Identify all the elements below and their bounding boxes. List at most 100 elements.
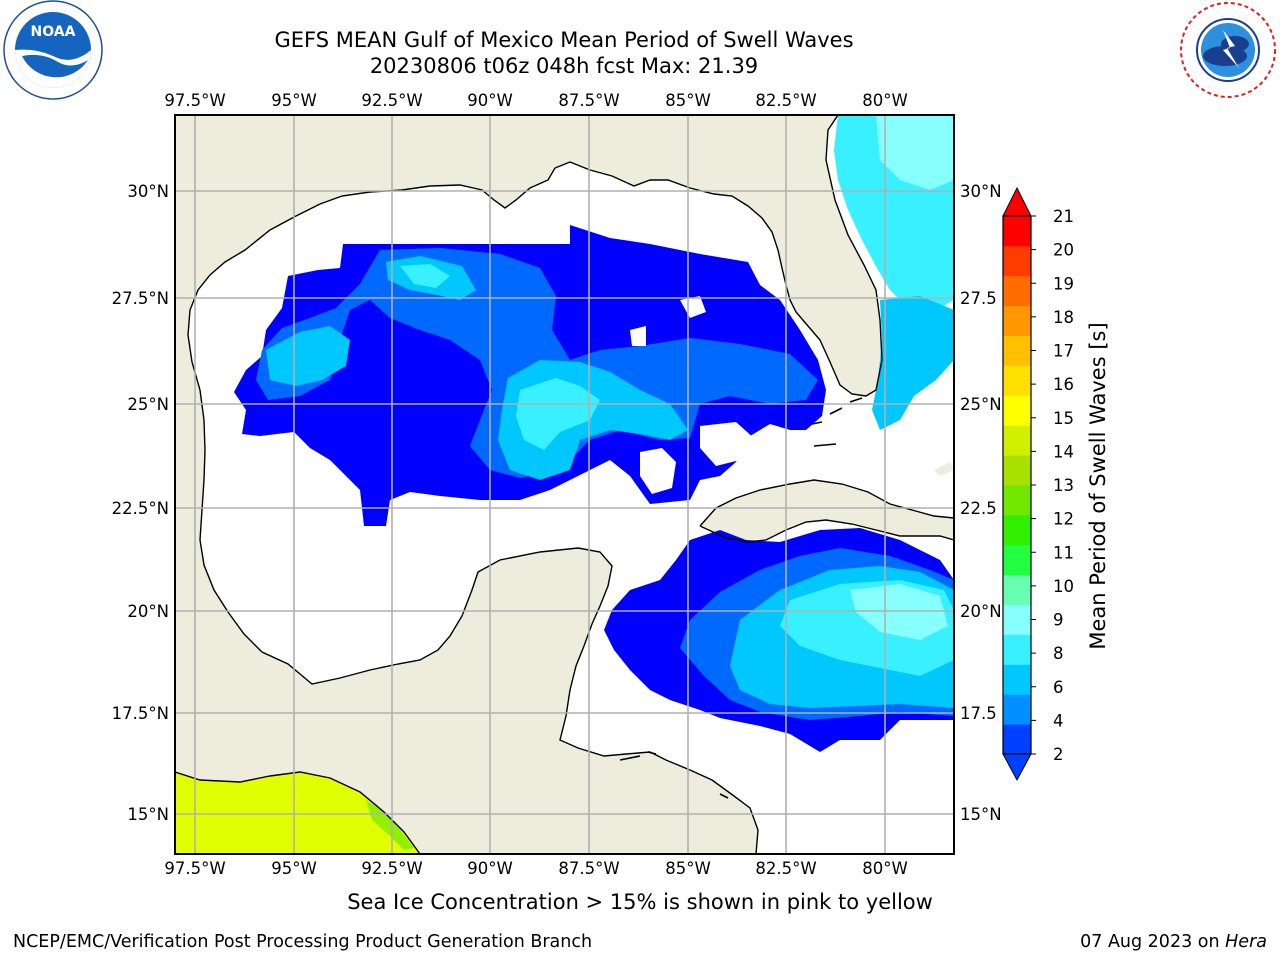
lon-label-bottom: 85°W (665, 859, 711, 878)
colorbar-tick-label: 14 (1053, 442, 1074, 461)
land-north-america (175, 115, 882, 854)
lon-label-bottom: 97.5°W (164, 859, 225, 878)
footer-date: 07 Aug 2023 on Hera (1080, 932, 1267, 952)
colorbar-swatch (1003, 245, 1031, 277)
lat-labels-left: 30°N 27.5°N 25°N 22.5°N 20°N 17.5°N 15°N (112, 182, 169, 824)
lat-label-right: 27.5 (960, 289, 997, 308)
lat-label-right: 25°N (960, 395, 1002, 414)
coastline-cuba (699, 479, 954, 543)
colorbar-swatch (1003, 514, 1031, 546)
colorbar-tick-label: 21 (1053, 207, 1074, 226)
noaa-logo-text: NOAA (31, 24, 76, 40)
colorbar-tick-label: 12 (1053, 510, 1074, 529)
colorbar-swatch (1003, 275, 1031, 307)
lon-label-top: 95°W (271, 91, 317, 110)
lon-label-bottom: 92.5°W (361, 859, 422, 878)
colorbar-tick-label: 4 (1053, 711, 1064, 730)
colorbar-swatch (1003, 664, 1031, 695)
lon-label-bottom: 80°W (862, 859, 908, 878)
colorbar-tick-label: 18 (1053, 308, 1074, 327)
noaa-logo: NOAA (3, 0, 103, 100)
swell-region-caribbean-pale (850, 584, 948, 640)
colorbar-tick-label: 15 (1053, 409, 1074, 428)
colorbar-tick-label: 17 (1053, 342, 1074, 361)
colorbar-swatch (1003, 485, 1031, 516)
lon-label-top: 97.5°W (164, 91, 225, 110)
swell-region-atlantic-pale (876, 115, 954, 190)
colorbar-tick-label: 10 (1053, 577, 1074, 596)
coastline-pacific (175, 771, 421, 854)
colorbar: 21 20 19 18 17 16 15 14 13 12 11 10 9 8 6 4 2 (1002, 186, 1074, 782)
footer-credit: NCEP/EMC/Verification Post Processing Pr… (13, 932, 593, 952)
colorbar-extend-max (1002, 186, 1032, 217)
lat-label-left: 22.5°N (112, 499, 169, 518)
colorbar-tick-label: 11 (1053, 543, 1074, 562)
lat-label-right: 15°N (960, 805, 1002, 824)
colorbar-tick-label: 9 (1053, 611, 1064, 630)
colorbar-tick-label: 6 (1053, 678, 1064, 697)
lat-label-left: 25°N (127, 395, 169, 414)
lon-label-top: 85°W (665, 91, 711, 110)
colorbar-swatch (1003, 395, 1031, 426)
lat-label-right: 17.5 (960, 704, 997, 723)
lon-label-top: 82.5°W (755, 91, 816, 110)
map-canvas (175, 115, 954, 854)
map-frame (174, 114, 955, 855)
footer-host: Hera (1225, 932, 1267, 952)
lon-label-bottom: 90°W (467, 859, 513, 878)
land-bahamas (934, 462, 954, 476)
graticule (175, 115, 954, 854)
lat-label-left: 15°N (127, 805, 169, 824)
colorbar-swatch (1003, 455, 1031, 486)
colorbar-swatch (1003, 604, 1031, 635)
swell-region-gulf-light (266, 256, 688, 480)
swell-gap (630, 296, 756, 494)
footer-date-text: 07 Aug 2023 on (1080, 932, 1226, 952)
lat-label-right: 22.5 (960, 499, 997, 518)
colorbar-tick-label: 20 (1053, 241, 1074, 260)
lon-label-bottom: 95°W (271, 859, 317, 878)
lon-label-top: 87.5°W (558, 91, 619, 110)
lon-label-top: 92.5°W (361, 91, 422, 110)
nws-logo (1180, 2, 1276, 98)
chart-title: GEFS MEAN Gulf of Mexico Mean Period of … (274, 28, 854, 52)
colorbar-swatch (1003, 305, 1031, 337)
colorbar-swatch (1003, 425, 1031, 456)
colorbar-tick-label: 13 (1053, 476, 1074, 495)
lon-label-bottom: 82.5°W (755, 859, 816, 878)
colorbar-label: Mean Period of Swell Waves [s] (1086, 322, 1110, 649)
colorbar-swatch (1003, 365, 1031, 396)
lat-label-left: 20°N (127, 602, 169, 621)
colorbar-tick-label: 8 (1053, 644, 1064, 663)
colorbar-tick-label: 19 (1053, 274, 1074, 293)
colorbar-swatch (1003, 694, 1031, 725)
chart-subtitle: 20230806 t06z 048h fcst Max: 21.39 (369, 54, 759, 78)
colorbar-swatch (1003, 724, 1031, 755)
lat-labels-right: 30°N 27.5 25°N 22.5 20°N 17.5 15°N (960, 182, 1002, 824)
colorbar-swatch (1003, 634, 1031, 665)
colorbar-tick-label: 2 (1053, 745, 1064, 764)
lat-label-left: 17.5°N (112, 704, 169, 723)
colorbar-swatch (1003, 216, 1031, 247)
lat-label-left: 30°N (127, 182, 169, 201)
coastline (187, 115, 883, 854)
sea-ice-note: Sea Ice Concentration > 15% is shown in … (347, 890, 933, 914)
colorbar-swatch (1003, 544, 1031, 576)
lon-label-top: 90°W (467, 91, 513, 110)
swell-region-pacific (175, 772, 420, 854)
colorbar-tick-label: 16 (1053, 375, 1074, 394)
lat-label-right: 20°N (960, 602, 1002, 621)
swell-region-pacific-green (366, 800, 414, 850)
lon-label-bottom: 87.5°W (558, 859, 619, 878)
land-cuba (700, 480, 954, 542)
swell-region-florida-straits (872, 296, 954, 430)
colorbar-swatch (1003, 335, 1031, 366)
lon-labels-bottom: 97.5°W 95°W 92.5°W 90°W 87.5°W 85°W 82.5… (164, 859, 907, 878)
colorbar-swatch (1003, 574, 1031, 606)
lon-label-top: 80°W (862, 91, 908, 110)
lon-labels-top: 97.5°W 95°W 92.5°W 90°W 87.5°W 85°W 82.5… (164, 91, 907, 110)
florida-keys (619, 397, 863, 799)
lat-label-left: 27.5°N (112, 289, 169, 308)
colorbar-extend-min (1002, 753, 1032, 782)
